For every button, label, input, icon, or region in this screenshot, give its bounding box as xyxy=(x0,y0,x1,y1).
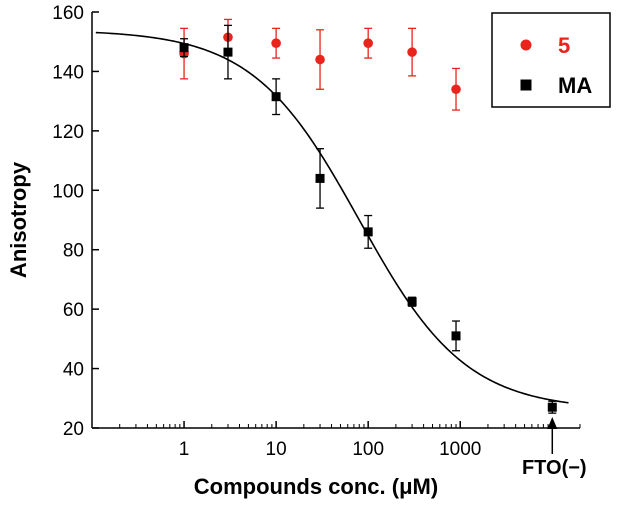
legend-marker-MA xyxy=(520,79,532,91)
data-point-5 xyxy=(363,38,373,48)
data-point-MA xyxy=(363,227,373,237)
data-point-MA xyxy=(271,92,281,102)
data-point-MA xyxy=(179,43,189,53)
x-tick-label: 10 xyxy=(266,439,287,460)
y-tick-label: 100 xyxy=(52,181,84,202)
y-tick-label: 120 xyxy=(52,122,84,143)
fit-curve-line xyxy=(95,31,569,404)
x-tick-label: 1 xyxy=(179,439,190,460)
data-point-5 xyxy=(451,84,461,95)
legend-marker-5 xyxy=(520,39,532,51)
legend: 5 MA xyxy=(491,12,611,108)
x-axis-title: Compounds conc. (μM) xyxy=(194,474,438,499)
legend-label-5: 5 xyxy=(558,33,570,58)
annotation-label: FTO(−) xyxy=(522,457,587,479)
data-point-5 xyxy=(271,38,281,48)
annotation-arrow-head xyxy=(547,417,558,429)
y-tick-label: 140 xyxy=(52,62,84,83)
data-point-MA xyxy=(315,173,325,183)
data-point-MA xyxy=(223,47,233,57)
data-point-MA xyxy=(451,331,461,341)
x-tick-label: 100 xyxy=(352,439,384,460)
legend-label-MA: MA xyxy=(558,73,592,98)
y-tick-label: 40 xyxy=(63,360,84,381)
y-tick-label: 160 xyxy=(52,3,84,24)
y-tick-label: 20 xyxy=(63,419,84,440)
data-point-5 xyxy=(315,54,325,65)
data-point-MA xyxy=(547,402,557,412)
x-tick-label: 1000 xyxy=(439,439,481,460)
y-axis-title: Anisotropy xyxy=(6,161,31,278)
data-point-5 xyxy=(407,47,417,57)
legend-box xyxy=(491,12,611,108)
data-point-MA xyxy=(407,297,417,307)
y-tick-label: 60 xyxy=(63,300,84,321)
y-tick-label: 80 xyxy=(63,241,84,262)
